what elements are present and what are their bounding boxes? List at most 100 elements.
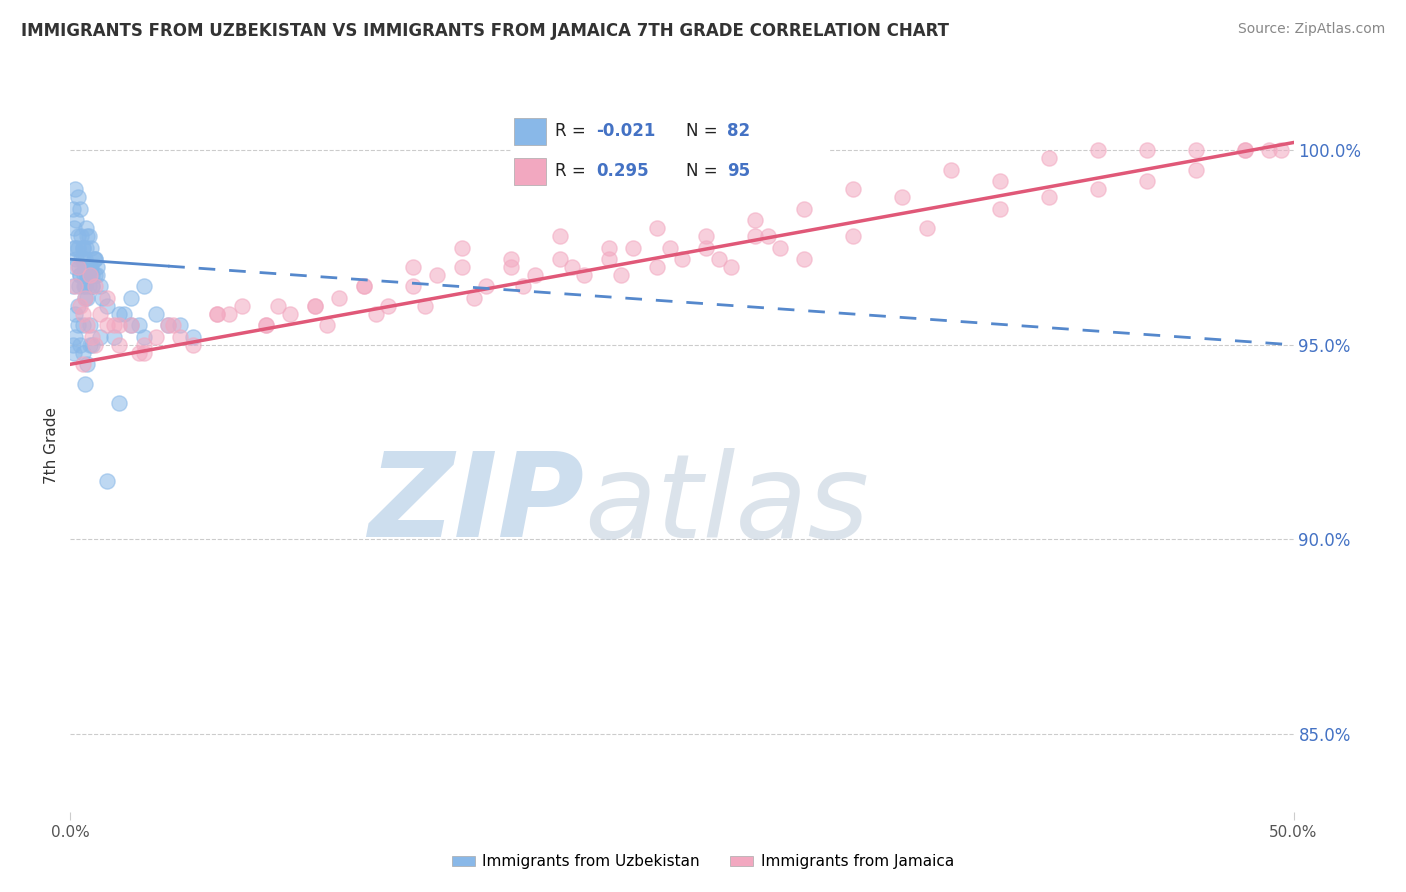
Point: [169, 330, 191, 344]
Point: [63, 345, 86, 359]
Point: [76, 268, 98, 282]
Point: [572, 268, 595, 282]
Point: [671, 252, 693, 267]
Point: [82, 330, 104, 344]
Point: [79, 338, 101, 352]
Point: [69, 268, 91, 282]
Point: [254, 318, 277, 333]
Point: [67, 260, 90, 274]
Point: [63, 182, 86, 196]
Point: [80, 260, 103, 274]
Point: [72, 241, 94, 255]
Point: [80, 241, 103, 255]
Point: [1184, 144, 1206, 158]
Point: [108, 318, 131, 333]
Point: [304, 299, 326, 313]
Point: [475, 279, 498, 293]
Point: [66, 260, 89, 274]
Point: [377, 299, 399, 313]
Point: [450, 241, 472, 255]
Point: [73, 376, 96, 391]
Point: [1270, 144, 1292, 158]
Point: [103, 330, 125, 344]
Point: [65, 213, 87, 227]
Point: [96, 474, 118, 488]
Point: [939, 162, 962, 177]
Point: [353, 279, 375, 293]
Point: [744, 213, 766, 227]
Point: [86, 260, 108, 274]
Point: [598, 252, 620, 267]
Point: [63, 330, 86, 344]
Point: [79, 268, 101, 282]
Point: [205, 307, 228, 321]
Point: [499, 252, 522, 267]
Point: [304, 299, 326, 313]
Point: [69, 299, 91, 313]
Point: [121, 291, 143, 305]
Point: [77, 279, 100, 293]
Point: [1087, 182, 1109, 196]
Point: [842, 228, 865, 243]
Point: [132, 330, 155, 344]
Point: [621, 241, 644, 255]
Point: [647, 260, 669, 274]
Point: [91, 291, 114, 305]
Y-axis label: 7th Grade: 7th Grade: [44, 408, 59, 484]
Point: [66, 318, 89, 333]
Point: [83, 268, 105, 282]
Point: [316, 318, 339, 333]
Point: [79, 260, 101, 274]
Point: [82, 279, 104, 293]
Point: [73, 279, 96, 293]
Point: [66, 241, 89, 255]
Point: [63, 241, 86, 255]
Point: [89, 307, 111, 321]
Text: ZIP: ZIP: [368, 447, 583, 562]
Point: [79, 268, 101, 282]
Point: [145, 307, 167, 321]
Point: [96, 291, 118, 305]
Point: [82, 279, 104, 293]
Point: [67, 279, 90, 293]
Point: [1087, 144, 1109, 158]
Point: [842, 182, 865, 196]
Point: [121, 318, 143, 333]
Point: [63, 260, 86, 274]
Point: [145, 330, 167, 344]
Point: [73, 252, 96, 267]
Point: [103, 318, 125, 333]
Point: [76, 268, 98, 282]
Point: [83, 252, 105, 267]
Point: [756, 228, 779, 243]
Point: [561, 260, 583, 274]
Point: [181, 330, 204, 344]
Point: [73, 291, 96, 305]
Point: [162, 318, 184, 333]
Point: [62, 202, 84, 216]
Point: [73, 279, 96, 293]
Point: [76, 357, 98, 371]
Point: [72, 252, 94, 267]
Point: [463, 291, 485, 305]
Point: [610, 268, 633, 282]
Point: [66, 299, 89, 313]
Point: [658, 241, 681, 255]
Point: [72, 318, 94, 333]
Point: [128, 318, 150, 333]
Point: [83, 252, 105, 267]
Point: [132, 345, 155, 359]
Point: [524, 268, 547, 282]
Text: Source: ZipAtlas.com: Source: ZipAtlas.com: [1237, 22, 1385, 37]
Point: [366, 307, 388, 321]
Point: [157, 318, 180, 333]
Point: [707, 252, 730, 267]
Point: [1258, 144, 1281, 158]
Point: [181, 338, 204, 352]
Point: [988, 174, 1011, 188]
Point: [76, 318, 98, 333]
Point: [83, 279, 105, 293]
Point: [82, 338, 104, 352]
Point: [426, 268, 449, 282]
Point: [695, 228, 717, 243]
